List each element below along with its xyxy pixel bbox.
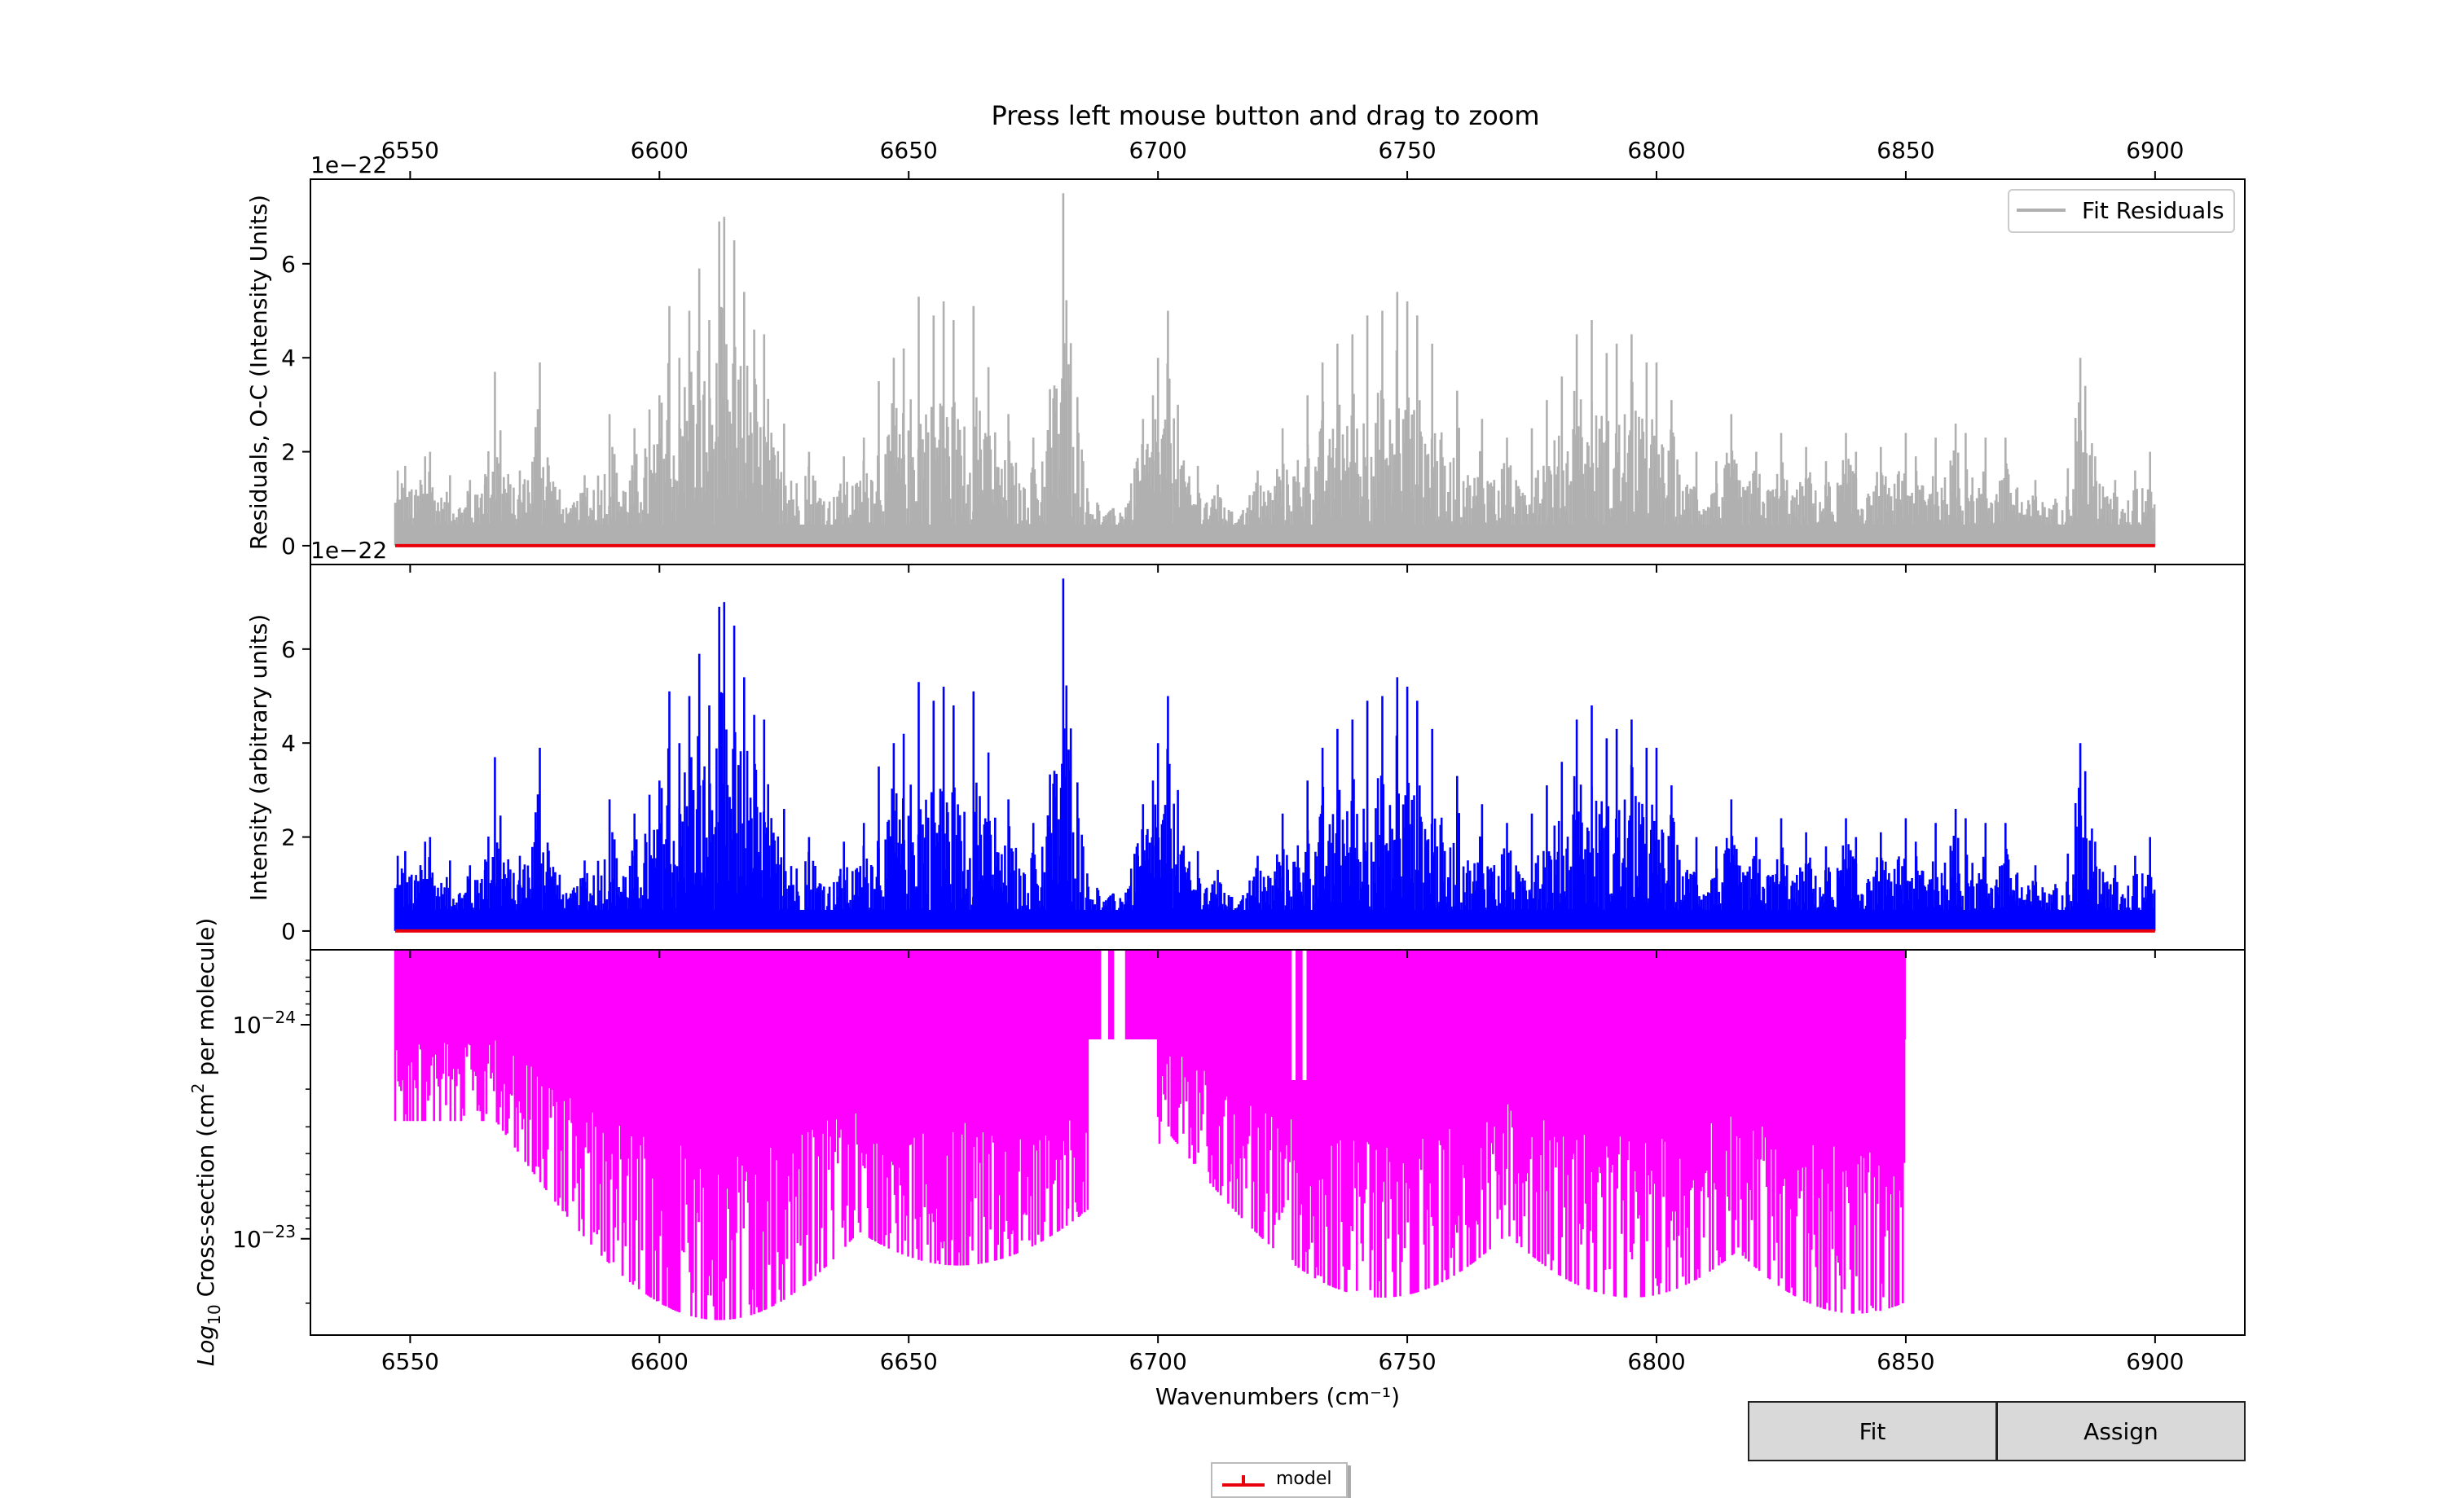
x-tick-label: 6850 bbox=[1877, 1348, 1934, 1375]
fit-residuals-series bbox=[394, 193, 2156, 546]
y-tick-label: 0 bbox=[281, 918, 296, 945]
intensity-y-axis-label: Intensity (arbitrary units) bbox=[245, 614, 272, 901]
x-tick-label: 6900 bbox=[2126, 137, 2184, 164]
intensity-baseline-band bbox=[395, 909, 2155, 931]
y-tick-label: 4 bbox=[281, 730, 296, 757]
model-legend-label: model bbox=[1276, 1469, 1332, 1489]
figure-title: Press left mouse button and drag to zoom bbox=[991, 100, 1539, 131]
cross-section-gap bbox=[1291, 950, 1296, 1080]
x-tick-label: 6900 bbox=[2126, 1348, 2184, 1375]
residuals-legend-box bbox=[2008, 189, 2235, 233]
fit-button[interactable]: Fit bbox=[1748, 1401, 1997, 1461]
residuals-y-axis-label: Residuals, O-C (Intensity Units) bbox=[245, 195, 272, 550]
intensity-panel[interactable]: 0 2 4 6 1e−22 Intensity (arbitrary units) bbox=[245, 537, 2246, 951]
residuals-offset-label: 1e−22 bbox=[310, 152, 387, 178]
residuals-legend[interactable]: Fit Residuals bbox=[2008, 189, 2235, 233]
y-tick-label: 10−24 bbox=[232, 1008, 296, 1039]
fit-residuals-baseline-band bbox=[395, 524, 2155, 546]
cross-section-series bbox=[394, 950, 1906, 1320]
y-tick-label: 0 bbox=[281, 533, 296, 560]
cross-section-y-axis-label: Log10 Cross-section (cm2 per molecule) bbox=[188, 918, 224, 1367]
y-tick-label: 10−23 bbox=[232, 1222, 296, 1253]
x-tick-label: 6550 bbox=[381, 1348, 439, 1375]
x-tick-label: 6600 bbox=[631, 137, 689, 164]
x-tick-label: 6700 bbox=[1129, 1348, 1187, 1375]
model-legend[interactable]: model bbox=[1211, 1462, 1348, 1498]
intensity-line bbox=[394, 578, 2156, 931]
residuals-top-x-ticks: 6550 6600 6650 6700 6750 6800 6850 6900 bbox=[381, 137, 2184, 179]
model-legend-marker bbox=[1242, 1475, 1245, 1487]
cross-section-dense-band bbox=[395, 950, 1906, 1039]
y-tick-label: 4 bbox=[281, 345, 296, 371]
x-axis-label: Wavenumbers (cm⁻¹) bbox=[1155, 1383, 1400, 1410]
x-tick-label: 6750 bbox=[1378, 1348, 1436, 1375]
x-tick-label: 6550 bbox=[381, 137, 439, 164]
x-tick-label: 6750 bbox=[1378, 137, 1436, 164]
cross-section-y-ticks: 10−24 10−23 bbox=[232, 960, 310, 1304]
cross-section-panel[interactable]: 6550 6600 6650 6700 6750 6800 6850 6900 10−2410… bbox=[188, 564, 2246, 1410]
cross-section-x-ticks: 6550 6600 6650 6700 6750 6800 6850 6900 bbox=[381, 564, 2184, 1375]
x-tick-label: 6700 bbox=[1129, 137, 1187, 164]
x-tick-label: 6650 bbox=[880, 1348, 938, 1375]
cross-section-axes-frame bbox=[310, 949, 2246, 1336]
residuals-legend-label: Fit Residuals bbox=[2082, 197, 2224, 224]
y-tick-label: 6 bbox=[281, 636, 296, 663]
assign-button[interactable]: Assign bbox=[1996, 1401, 2246, 1461]
x-tick-label: 6800 bbox=[1627, 137, 1685, 164]
x-tick-label: 6650 bbox=[880, 137, 938, 164]
intensity-series bbox=[394, 578, 2156, 931]
y-tick-label: 6 bbox=[281, 251, 296, 278]
cross-section-gap bbox=[1101, 950, 1108, 1080]
y-tick-label: 2 bbox=[281, 439, 296, 466]
x-tick-label: 6800 bbox=[1627, 1348, 1685, 1375]
cross-section-gap bbox=[1114, 950, 1125, 1080]
fit-residuals-line bbox=[394, 193, 2156, 546]
y-tick-label: 2 bbox=[281, 824, 296, 851]
cross-section-gap bbox=[1302, 950, 1307, 1080]
intensity-y-ticks: 0 2 4 6 bbox=[281, 636, 310, 945]
intensity-offset-label: 1e−22 bbox=[310, 537, 387, 564]
x-tick-label: 6600 bbox=[631, 1348, 689, 1375]
x-tick-label: 6850 bbox=[1877, 137, 1934, 164]
residuals-y-ticks: 0 2 4 6 bbox=[281, 251, 310, 560]
residuals-panel[interactable]: 6550 6600 6650 6700 6750 6800 6850 6900 0 2 4 6 1e… bbox=[245, 137, 2246, 565]
